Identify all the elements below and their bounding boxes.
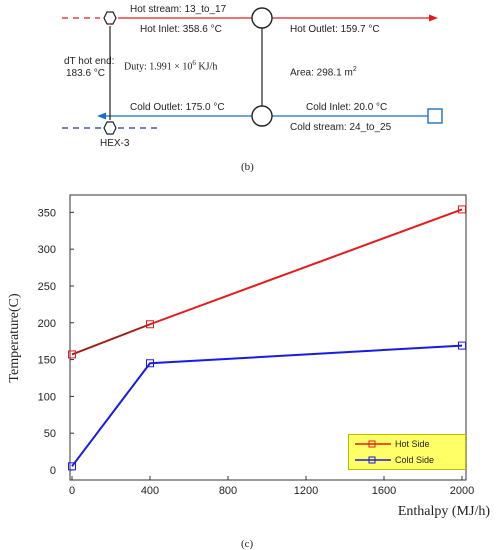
- hex-node-top-icon: [103, 11, 117, 25]
- hot-side-point: [458, 205, 466, 214]
- duty-exponent: 6: [192, 59, 196, 67]
- dT-hot-end-line2: 183.6 °C: [66, 68, 106, 79]
- hot-outlet-label: Hot Outlet: 159.7 °C: [290, 24, 380, 35]
- exchanger-hot-circle-icon: [251, 7, 273, 29]
- y-tick-label: 300: [38, 244, 56, 256]
- cold-side-point: [146, 359, 154, 368]
- duty-suffix: KJ/h: [195, 61, 218, 73]
- hex-name-label: HEX-3: [100, 138, 130, 149]
- cold-stream-label: Cold stream: 24_to_25: [290, 122, 392, 133]
- legend-hot-swatch-icon: [355, 440, 391, 448]
- hot-stream-label: Hot stream: 13_to_17: [130, 4, 227, 15]
- y-tick-label: 350: [38, 207, 56, 219]
- hex-diagram: [62, 7, 443, 135]
- chart-legend: Hot Side Cold Side: [348, 434, 466, 470]
- cold-outlet-label: Cold Outlet: 175.0 °C: [130, 102, 225, 113]
- hot-side-point: [146, 320, 154, 329]
- x-tick-label: 2000: [450, 485, 474, 497]
- x-axis-label: Enthalpy (MJ/h): [398, 504, 490, 519]
- x-tick-label: 1600: [372, 485, 396, 497]
- hot-side-point: [68, 350, 76, 359]
- area-prefix: Area: 298.1 m: [290, 67, 353, 79]
- hot-stream-arrow-icon: [429, 14, 438, 22]
- legend-item-cold: Cold Side: [349, 453, 465, 467]
- y-tick-label: 100: [38, 391, 56, 403]
- area-label: Area: 298.1 m2: [290, 64, 357, 79]
- y-tick-label: 200: [38, 318, 56, 330]
- plot-frame: [69, 194, 467, 481]
- duty-prefix: Duty: 1.991 × 10: [124, 61, 193, 73]
- hot-inlet-label: Hot Inlet: 358.6 °C: [140, 24, 222, 35]
- y-axis-label: Temperature(C): [7, 293, 22, 383]
- cold-inlet-square-icon: [427, 108, 443, 124]
- legend-hot-label: Hot Side: [395, 439, 430, 449]
- cold-side-point: [68, 462, 76, 471]
- figure-b-caption: (b): [241, 161, 254, 173]
- te-chart: 0 400 800 1200 1600 2000 0 50 100 150 200 250 300 350…: [7, 194, 490, 519]
- cold-inlet-label: Cold Inlet: 20.0 °C: [306, 102, 388, 113]
- cold-stream-arrow-icon: [97, 112, 106, 120]
- legend-cold-label: Cold Side: [395, 455, 435, 465]
- y-tick-label: 250: [38, 281, 56, 293]
- hot-side-segment-shadow: [71, 323, 151, 355]
- legend-item-hot: Hot Side: [349, 437, 465, 451]
- x-tick-label: 400: [141, 485, 159, 497]
- exchanger-cold-circle-icon: [251, 105, 273, 127]
- cold-side-series-line: [71, 344, 463, 467]
- x-tick-label: 0: [69, 485, 75, 497]
- y-tick-label: 50: [44, 428, 56, 440]
- duty-label: Duty: 1.991 × 106 KJ/h: [124, 57, 217, 73]
- cold-side-point: [458, 341, 466, 350]
- y-tick-label: 150: [38, 355, 56, 367]
- x-tick-label: 800: [219, 485, 237, 497]
- legend-cold-swatch-icon: [355, 456, 391, 464]
- figure-c-caption: (c): [241, 538, 254, 550]
- area-exponent: 2: [352, 66, 357, 73]
- y-tick-label: 0: [50, 465, 56, 477]
- x-tick-label: 1200: [294, 485, 318, 497]
- hex-node-bottom-icon: [103, 121, 117, 135]
- dT-hot-end-line1: dT hot end:: [64, 56, 115, 67]
